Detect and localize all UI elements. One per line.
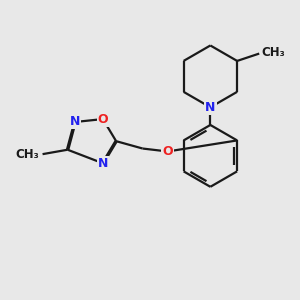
Text: N: N xyxy=(205,101,215,114)
Text: N: N xyxy=(98,157,108,170)
Text: CH₃: CH₃ xyxy=(15,148,39,160)
Text: O: O xyxy=(162,145,173,158)
Text: N: N xyxy=(70,116,80,128)
Text: CH₃: CH₃ xyxy=(262,46,285,59)
Text: O: O xyxy=(98,112,108,126)
